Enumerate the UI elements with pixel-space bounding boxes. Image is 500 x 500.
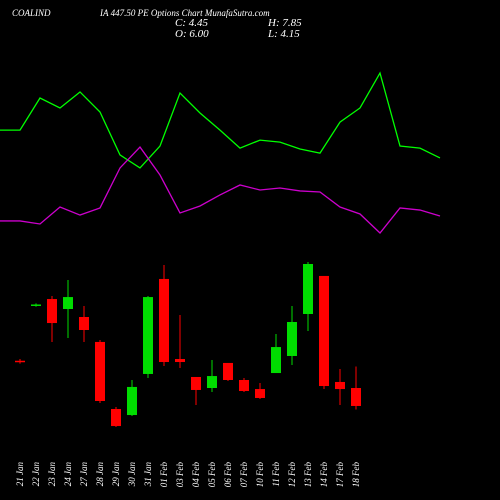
candle-body: [63, 297, 73, 310]
indicator-line: [0, 146, 441, 234]
x-tick-label: 12 Feb: [287, 462, 297, 488]
candle-body: [239, 379, 249, 392]
x-tick-label: 31 Jan: [143, 462, 153, 488]
x-tick-label: 30 Jan: [127, 462, 137, 488]
candle-body: [95, 341, 105, 401]
x-tick-label: 06 Feb: [223, 462, 233, 488]
chart-title: IA 447.50 PE Options Chart MunafaSutra.c…: [99, 8, 270, 18]
x-tick-label: 22 Jan: [31, 462, 41, 487]
candle-body: [303, 263, 313, 314]
candle-body: [335, 381, 345, 390]
x-tick-label: 14 Feb: [319, 462, 329, 488]
candle-body: [287, 321, 297, 356]
candle-body: [15, 360, 25, 363]
indicator-line: [0, 71, 441, 169]
candle-body: [191, 376, 201, 390]
x-tick-label: 04 Feb: [191, 462, 201, 488]
candle-body: [223, 362, 233, 380]
x-tick-label: 18 Feb: [351, 462, 361, 488]
x-tick-label: 13 Feb: [303, 462, 313, 488]
candle-body: [319, 275, 329, 387]
candle-body: [79, 317, 89, 330]
ohlc-label: C: 4.45: [175, 17, 209, 29]
candle-body: [351, 388, 361, 406]
x-tick-label: 27 Jan: [79, 462, 89, 487]
x-tick-label: 07 Feb: [239, 462, 249, 488]
x-tick-label: 23 Jan: [47, 462, 57, 487]
ohlc-label: L: 4.15: [267, 28, 300, 40]
x-tick-label: 01 Feb: [159, 462, 169, 488]
candle-body: [47, 299, 57, 324]
candle-body: [175, 359, 185, 363]
candle-body: [159, 278, 169, 363]
ohlc-label: O: 6.00: [175, 28, 209, 40]
x-tick-label: 05 Feb: [207, 462, 217, 488]
candle-body: [31, 304, 41, 306]
ohlc-label: H: 7.85: [267, 17, 302, 29]
x-tick-label: 28 Jan: [95, 462, 105, 487]
x-tick-label: 21 Jan: [15, 462, 25, 487]
x-tick-label: 10 Feb: [255, 462, 265, 488]
x-tick-label: 24 Jan: [63, 462, 73, 487]
candle-body: [127, 386, 137, 416]
x-tick-label: 17 Feb: [335, 462, 345, 488]
x-tick-label: 03 Feb: [175, 462, 185, 488]
x-tick-label: 29 Jan: [111, 462, 121, 487]
candle-body: [255, 389, 265, 398]
x-tick-label: 11 Feb: [271, 462, 281, 487]
candle-body: [271, 347, 281, 374]
candle-body: [207, 376, 217, 388]
candle-body: [143, 297, 153, 374]
candle-body: [111, 408, 121, 427]
ticker: COALIND: [12, 8, 51, 18]
